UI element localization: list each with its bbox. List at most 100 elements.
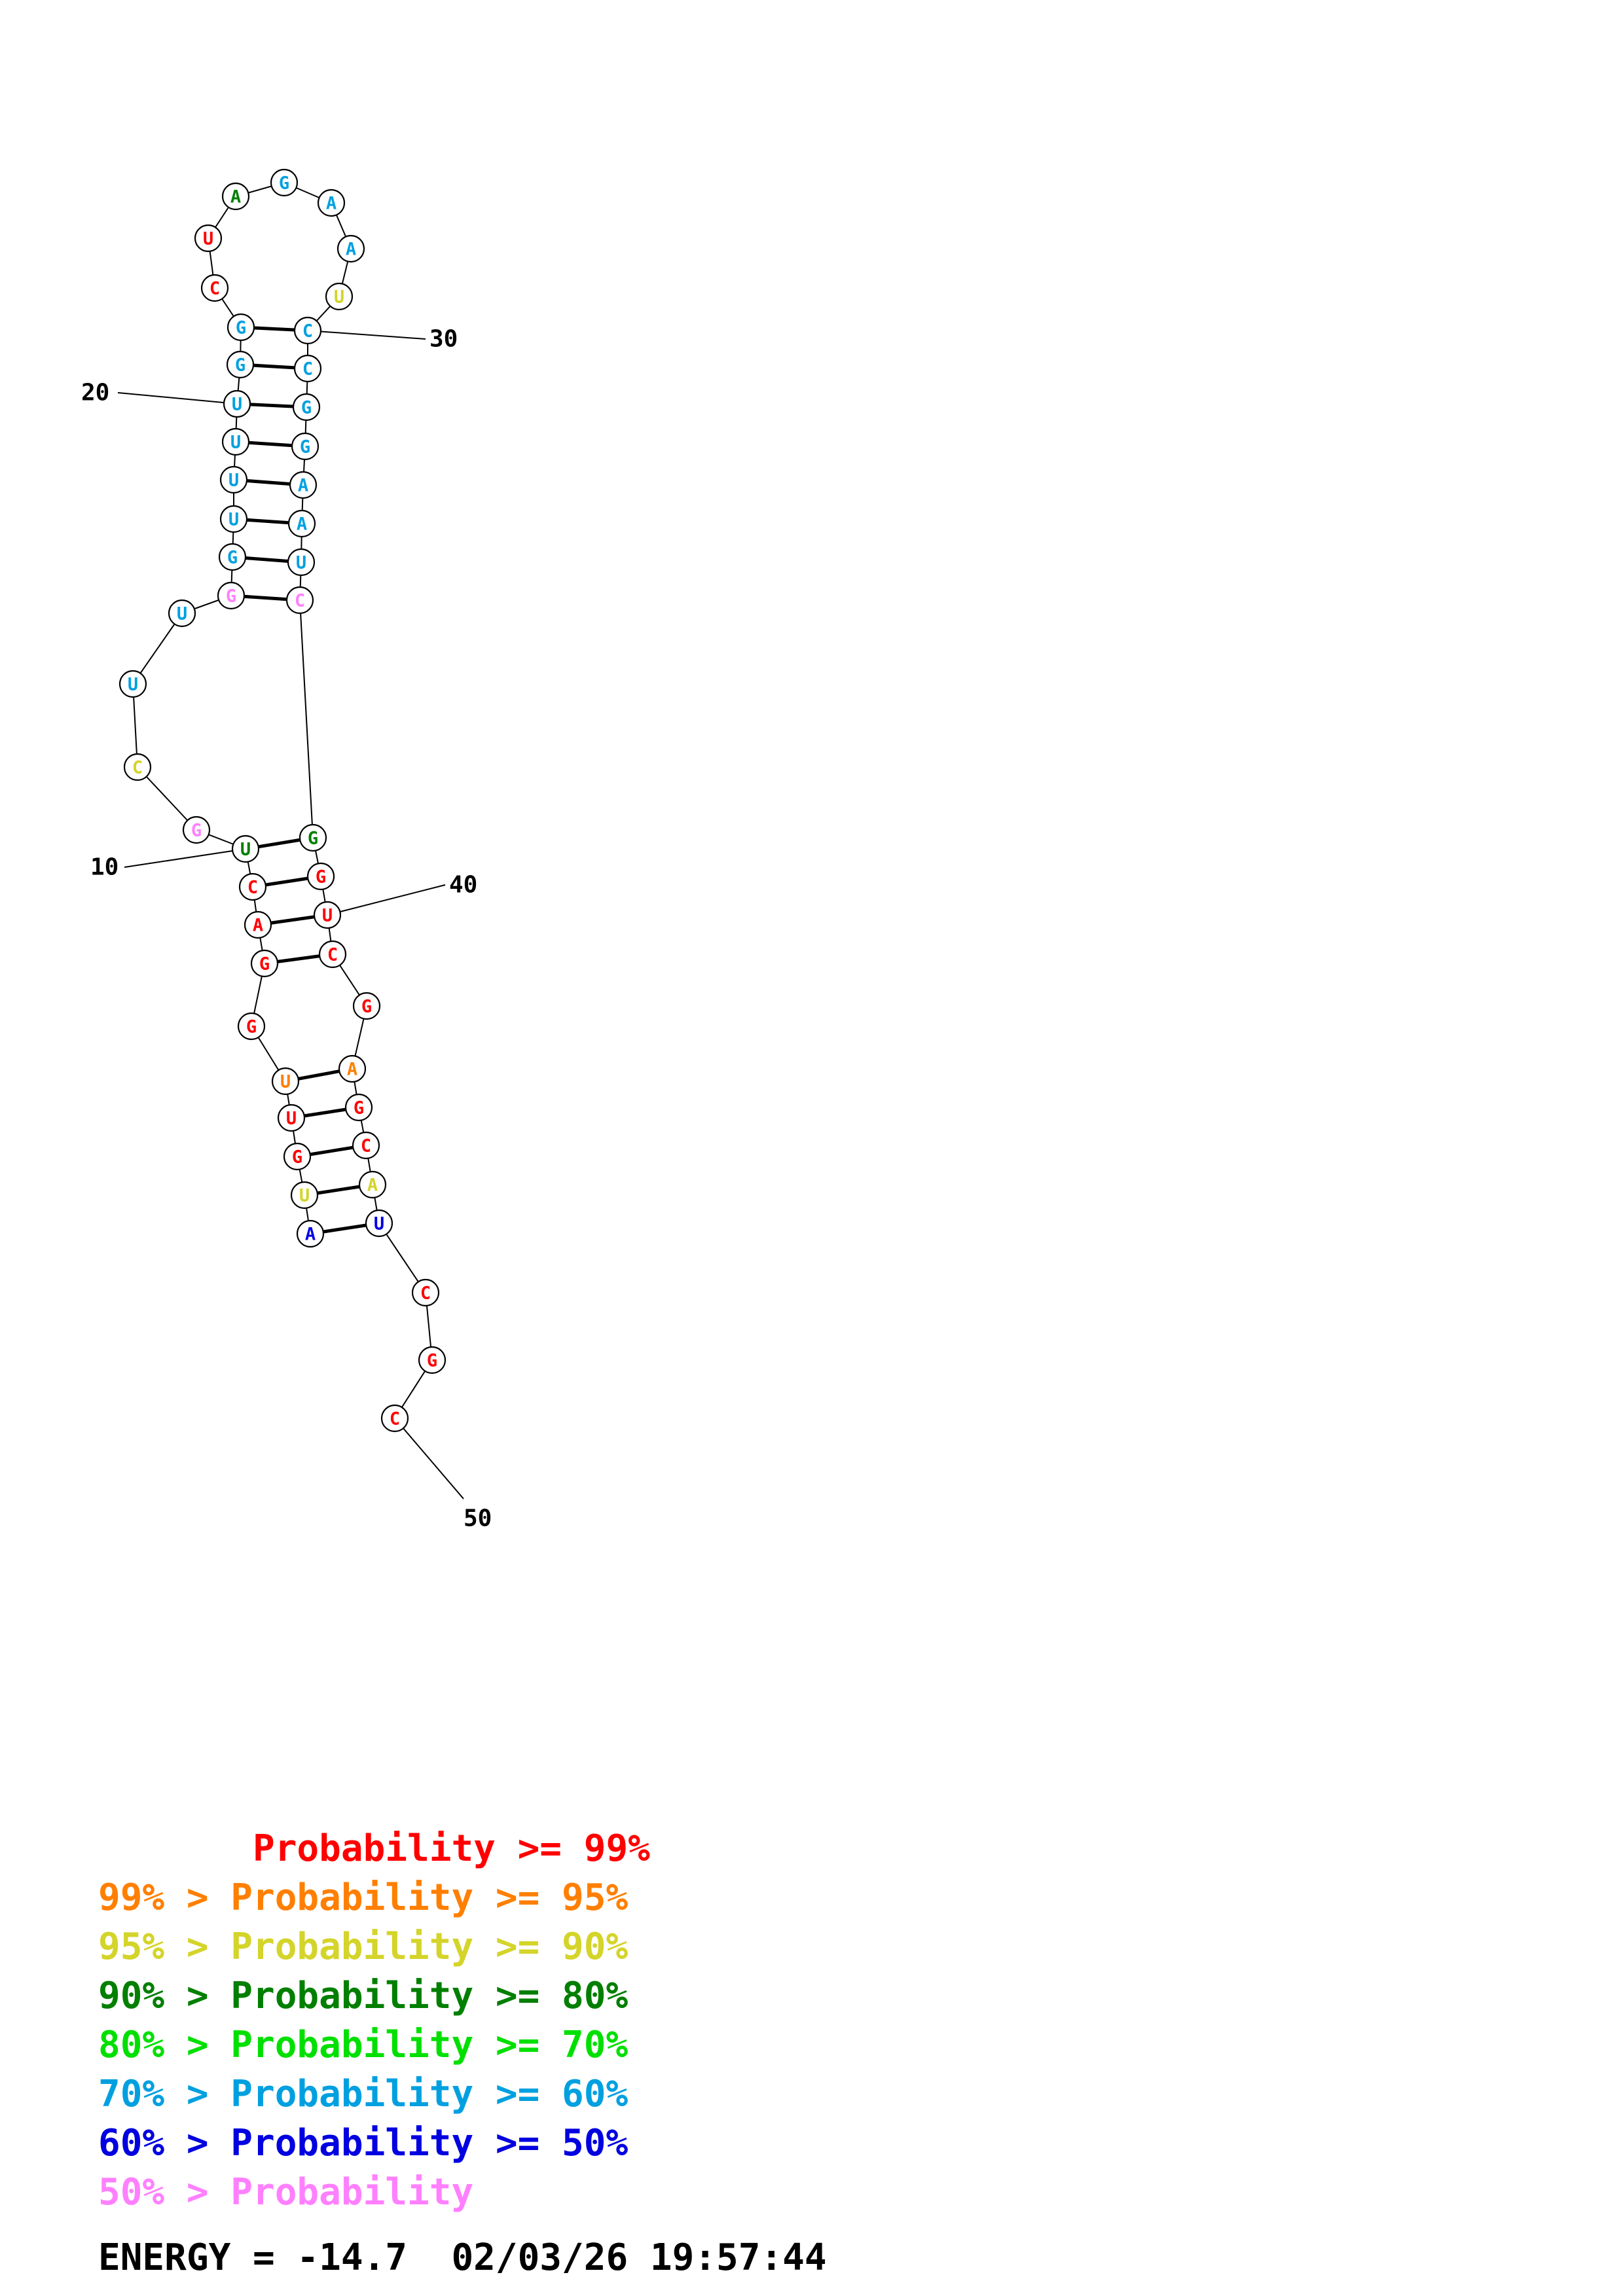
nucleotide: C	[380, 1404, 409, 1433]
nucleotide: U	[119, 670, 147, 698]
legend-entry: 95% > Probability >= 90%	[98, 1926, 628, 1968]
nucleotide-letter: C	[132, 758, 143, 778]
legend-entry: 60% > Probability >= 50%	[98, 2122, 628, 2164]
nucleotide-letter: U	[228, 471, 239, 491]
nucleotide-letter: C	[420, 1283, 431, 1304]
nucleotide-letter: A	[346, 240, 356, 260]
nucleotide: C	[293, 354, 322, 383]
nucleotide-letter: G	[236, 318, 246, 338]
nucleotide: U	[231, 834, 260, 863]
nucleotide-letter: U	[299, 1186, 310, 1206]
nucleotide-letter: C	[210, 279, 220, 299]
nucleotide: U	[287, 548, 316, 577]
legend-entry: 50% > Probability	[98, 2171, 473, 2214]
nucleotide-letter: G	[226, 586, 236, 607]
nucleotide: A	[221, 182, 250, 211]
nucleotide-letter: C	[327, 945, 338, 965]
nucleotide-circle	[418, 1346, 447, 1374]
nucleotide-circle	[194, 224, 223, 253]
position-label: 10	[90, 854, 119, 881]
nucleotide: A	[296, 1219, 325, 1248]
position-tick-line	[124, 848, 246, 868]
nucleotide-circle	[325, 282, 354, 311]
nucleotide-circle	[290, 1181, 319, 1210]
nucleotide-circle	[380, 1404, 409, 1433]
nucleotide-circle	[285, 586, 314, 615]
nucleotide-letter: U	[240, 840, 251, 860]
nucleotide-circle	[283, 1142, 312, 1171]
nucleotide-circle	[313, 901, 342, 929]
nucleotide-letter: U	[230, 433, 241, 453]
nucleotide: G	[182, 816, 211, 844]
nucleotide-circle	[218, 543, 247, 571]
legend-entry: 70% > Probability >= 60%	[98, 2073, 628, 2115]
nucleotide: C	[411, 1278, 440, 1307]
nucleotide: C	[352, 1131, 380, 1160]
nucleotide-letter: C	[390, 1409, 400, 1429]
nucleotide-letter: C	[302, 321, 313, 342]
energy-footer: ENERGY = -14.7 02/03/26 19:57:44	[98, 2236, 827, 2279]
nucleotide: G	[292, 393, 321, 422]
nucleotide-circle	[287, 509, 316, 538]
nucleotide: G	[217, 581, 246, 610]
nucleotide: G	[418, 1346, 447, 1374]
nucleotide: A	[244, 910, 272, 939]
nucleotide: G	[270, 168, 299, 197]
nucleotide: C	[238, 872, 267, 901]
nucleotide: U	[221, 427, 250, 456]
nucleotide: U	[313, 901, 342, 929]
position-label: 50	[464, 1505, 492, 1532]
nucleotide-letter: G	[259, 954, 270, 975]
nucleotide-circle	[358, 1170, 387, 1199]
nucleotide: G	[250, 949, 279, 978]
nucleotide: G	[299, 823, 327, 852]
nucleotide: C	[285, 586, 314, 615]
nucleotide-letter: U	[296, 553, 306, 573]
nucleotide-letter: C	[361, 1136, 371, 1157]
backbone-segment	[299, 600, 314, 838]
nucleotide-letter: U	[334, 287, 344, 308]
nucleotide-circle	[296, 1219, 325, 1248]
nucleotide-circle	[270, 168, 299, 197]
nucleotide-letter: C	[295, 591, 305, 611]
nucleotide: A	[358, 1170, 387, 1199]
nucleotide: G	[237, 1012, 266, 1041]
nucleotide-circle	[317, 188, 346, 217]
nucleotide-letter: G	[191, 821, 202, 841]
backbone-segment	[132, 683, 138, 768]
nucleotide-circle	[306, 862, 335, 891]
nucleotide-circle	[221, 182, 250, 211]
nucleotide: A	[337, 234, 365, 263]
nucleotide: A	[289, 471, 318, 499]
nucleotide-letter: A	[305, 1225, 316, 1245]
nucleotide: U	[365, 1209, 393, 1238]
position-tick-line	[117, 392, 238, 404]
nucleotide-letter: G	[279, 173, 289, 194]
nucleotide-circle	[365, 1209, 393, 1238]
position-tick-line	[327, 884, 446, 916]
position-label: 20	[81, 380, 109, 406]
nucleotide-letter: G	[227, 548, 238, 568]
nucleotide-letter: A	[253, 916, 263, 936]
position-labels: 10 20 30 40 50	[81, 326, 492, 1532]
nucleotide: U	[219, 505, 248, 533]
nucleotide-letter: U	[177, 604, 187, 624]
nucleotide: C	[200, 274, 229, 302]
probability-legend: Probability >= 99% 99% > Probability >= 9…	[98, 1827, 650, 2214]
nucleotide: G	[226, 350, 255, 379]
nucleotide-circle	[119, 670, 147, 698]
nucleotide: C	[318, 940, 347, 969]
nucleotide-circle	[411, 1278, 440, 1307]
nucleotide: G	[227, 313, 255, 342]
nucleotide-circle	[227, 313, 255, 342]
nucleotide-letter: A	[297, 514, 307, 535]
nucleotide-letter: U	[280, 1072, 291, 1092]
nucleotide-letter: G	[361, 997, 372, 1017]
nucleotide-letter: C	[302, 359, 313, 380]
legend-entry: 90% > Probability >= 80%	[98, 1975, 628, 2017]
nucleotide-letter: G	[292, 1147, 302, 1168]
nucleotide: G	[352, 992, 381, 1020]
nucleotide-circle	[123, 753, 152, 781]
nucleotide: A	[287, 509, 316, 538]
